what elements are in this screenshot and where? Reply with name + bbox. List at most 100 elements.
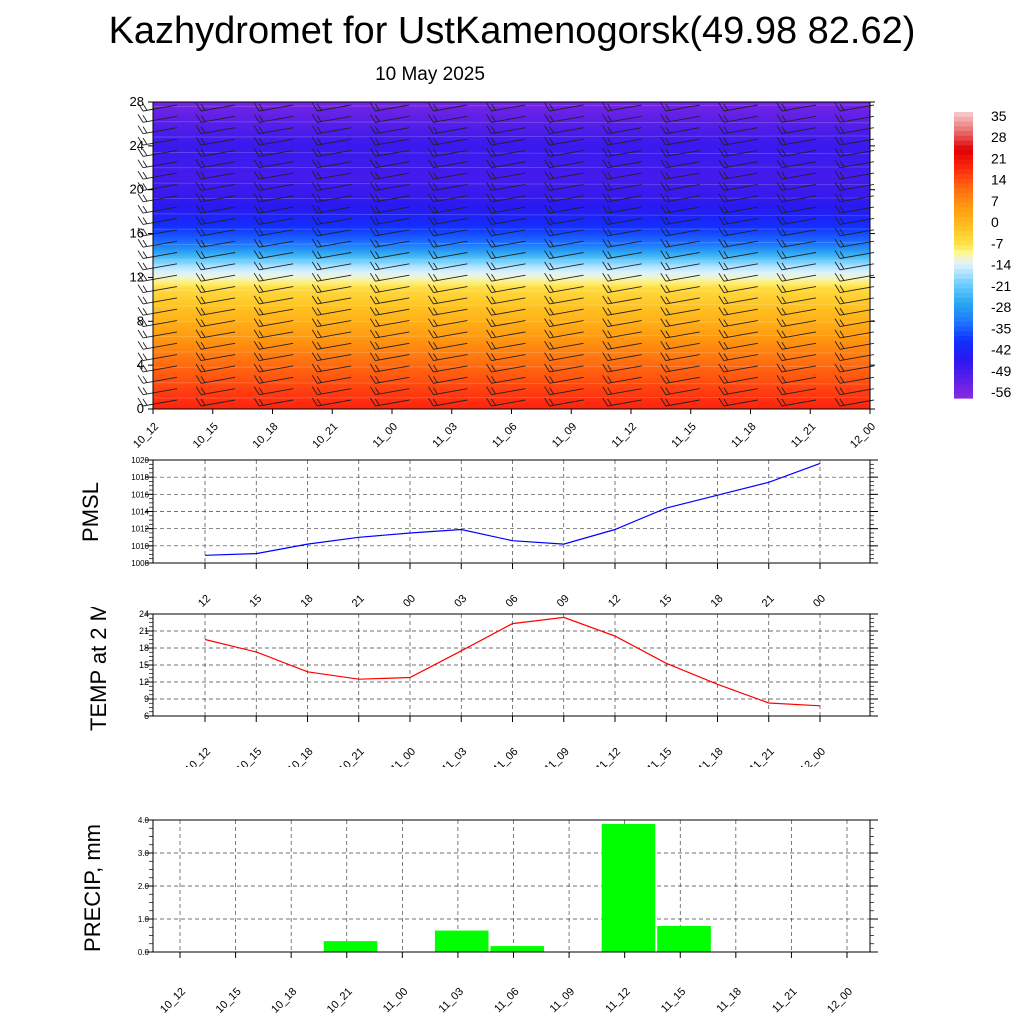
x-tick-label: 11_21	[770, 986, 800, 1016]
wind-barb	[718, 363, 758, 373]
wind-barb	[253, 238, 294, 248]
wind-barb	[428, 136, 468, 146]
wind-barb	[718, 148, 758, 157]
wind-barb	[428, 272, 468, 282]
wind-barb	[369, 125, 410, 135]
wind-barb	[776, 295, 816, 305]
wind-barb	[311, 272, 352, 282]
wind-barb	[486, 295, 526, 305]
colorbar-band	[954, 388, 973, 394]
chart-subtitle: 10 May 2025	[375, 64, 485, 85]
wind-barb	[660, 397, 700, 407]
wind-barb	[195, 204, 236, 214]
wind-barb	[834, 114, 875, 123]
wind-barb	[428, 114, 468, 123]
wind-barb	[311, 306, 352, 316]
wind-barb	[428, 363, 468, 373]
wind-barb	[834, 363, 875, 373]
wind-barb	[428, 352, 468, 362]
colorbar-label: 28	[991, 129, 1007, 145]
wind-barb	[718, 102, 758, 112]
wind-barb	[602, 125, 642, 135]
wind-barb	[195, 125, 236, 135]
wind-barb	[718, 216, 758, 225]
wind-barb	[428, 125, 468, 135]
colorbar-band	[954, 293, 973, 299]
colorbar-band	[954, 202, 973, 208]
y-tick-label: 16	[130, 226, 144, 241]
heatmap-field	[153, 102, 870, 409]
wind-barb	[253, 125, 294, 135]
y-tick-label: 9	[144, 694, 149, 704]
colorbar-band	[954, 154, 973, 161]
colorbar-label: -7	[991, 235, 1004, 251]
wind-barb	[602, 329, 642, 339]
wind-barb	[834, 386, 875, 396]
wind-barb	[369, 250, 410, 259]
wind-barb	[602, 238, 642, 248]
wind-barb	[486, 284, 526, 293]
wind-barb	[486, 238, 526, 248]
x-tick-label: 12_00	[798, 593, 828, 607]
wind-barb	[602, 295, 642, 305]
colorbar-band	[954, 307, 973, 313]
colorbar-band	[954, 207, 973, 213]
colorbar-band	[954, 340, 973, 347]
colorbar-band	[954, 264, 973, 270]
wind-barb	[369, 284, 410, 293]
wind-barb	[718, 238, 758, 248]
wind-barb	[369, 193, 410, 203]
x-tick-label: 10_18	[251, 421, 281, 451]
wind-barb	[369, 136, 410, 146]
plot-frame	[152, 613, 871, 717]
wind-barb	[137, 204, 178, 214]
wind-barb	[776, 114, 816, 123]
wind-barb	[544, 352, 584, 362]
wind-barb	[311, 102, 352, 112]
wind-barb	[660, 136, 700, 146]
wind-barb	[834, 284, 875, 293]
wind-barb	[311, 329, 352, 339]
colorbar-band	[954, 255, 973, 261]
wind-barb	[195, 272, 236, 282]
wind-barb	[369, 182, 410, 191]
wind-barb	[718, 204, 758, 214]
wind-barb	[602, 318, 642, 328]
wind-barb	[602, 375, 642, 384]
x-tick-label: 10_15	[234, 593, 264, 607]
x-tick-label: 11_03	[430, 421, 460, 451]
isotherm-line	[152, 365, 871, 368]
wind-barb	[776, 318, 816, 328]
wind-barb	[834, 170, 875, 180]
wind-barb	[718, 284, 758, 293]
wind-barb	[137, 250, 178, 259]
x-tick-label: 11_06	[491, 746, 521, 767]
colorbar-band	[954, 350, 973, 356]
wind-barb	[660, 261, 700, 271]
wind-barb	[428, 261, 468, 271]
wind-barb	[253, 204, 294, 214]
wind-barb	[602, 227, 642, 237]
colorbar-band	[954, 150, 973, 156]
wind-barb	[428, 329, 468, 339]
x-tick-label: 11_03	[440, 746, 470, 767]
colorbar-band	[954, 250, 973, 256]
colorbar-band	[954, 240, 973, 247]
colorbar-band	[954, 364, 973, 370]
x-tick-label: 11_12	[594, 746, 624, 767]
wind-barb	[660, 272, 700, 282]
wind-barb	[776, 352, 816, 362]
precip-bar	[434, 930, 489, 952]
y-tick-label: 1010	[131, 542, 149, 551]
wind-barb	[195, 295, 236, 305]
wind-barb	[195, 386, 236, 396]
wind-barb	[660, 250, 700, 259]
wind-barb	[369, 306, 410, 316]
y-tick-label: 1018	[131, 473, 149, 482]
wind-barb	[660, 159, 700, 169]
wind-barb	[660, 227, 700, 237]
wind-barb	[544, 272, 584, 282]
x-tick-label: 10_18	[286, 593, 316, 607]
colorbar-band	[954, 393, 973, 399]
x-tick-label: 12_00	[825, 986, 855, 1016]
